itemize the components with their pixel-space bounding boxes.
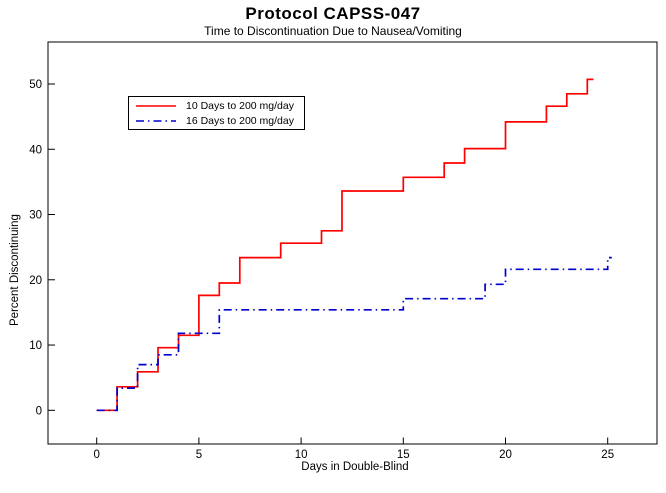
y-tick-label: 40 [29, 144, 42, 156]
legend-entry: 16 Days to 200 mg/day [129, 115, 304, 127]
series-line-dashdot [96, 256, 612, 412]
x-tick-label: 20 [499, 449, 512, 461]
legend-label: 10 Days to 200 mg/day [186, 100, 294, 112]
x-tick-label: 10 [295, 449, 308, 461]
x-axis-title: Days in Double-Blind [301, 461, 409, 473]
legend-entry: 10 Days to 200 mg/day [129, 100, 304, 112]
x-tick-label: 25 [601, 449, 614, 461]
plot-frame [47, 41, 658, 445]
legend-box: 10 Days to 200 mg/day 16 Days to 200 mg/… [128, 96, 305, 130]
axis-ticks: 0 5 10 15 20 25 0 10 20 30 40 50 [29, 79, 614, 461]
series-line-solid [96, 78, 594, 412]
y-tick-label: 0 [36, 405, 42, 417]
x-tick-label: 5 [196, 449, 202, 461]
legend-label: 16 Days to 200 mg/day [186, 115, 294, 127]
legend-line-sample-dashdot [136, 120, 176, 122]
y-tick-label: 10 [29, 340, 42, 352]
y-tick-label: 50 [29, 79, 42, 91]
x-tick-label: 0 [93, 449, 99, 461]
x-tick-label: 15 [397, 449, 410, 461]
chart-subtitle: Time to Discontinuation Due to Nausea/Vo… [204, 24, 462, 38]
y-axis-title: Percent Discontinuing [9, 214, 21, 326]
y-tick-label: 30 [29, 210, 42, 222]
chart-title: Protocol CAPSS-047 [245, 4, 421, 23]
legend-line-sample-solid [136, 105, 176, 107]
data-series [96, 78, 612, 412]
y-tick-label: 20 [29, 275, 42, 287]
